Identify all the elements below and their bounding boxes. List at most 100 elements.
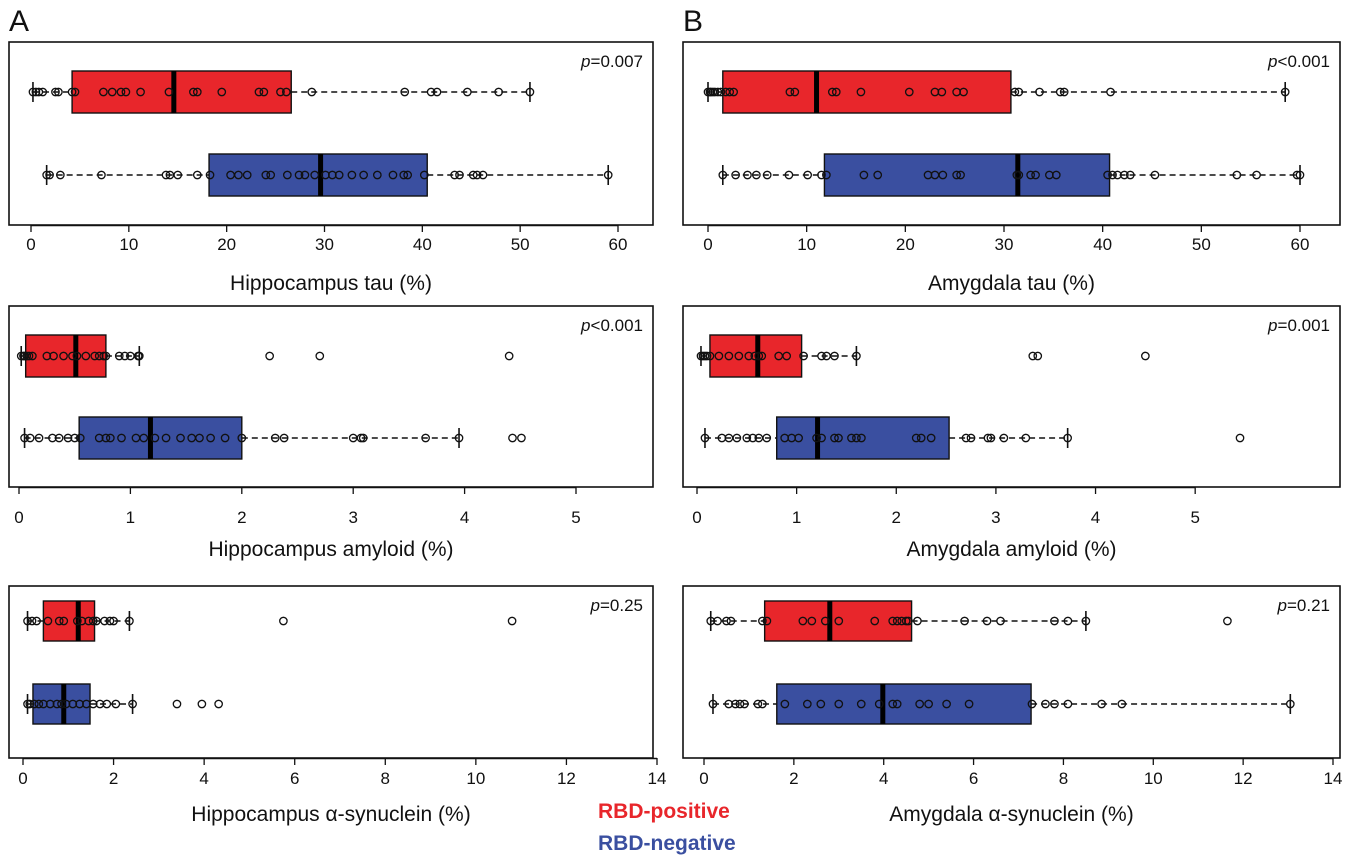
data-point (1223, 616, 1232, 626)
data-point (421, 433, 430, 443)
series-rbd-positive (706, 600, 1232, 642)
x-tick-label: 10 (797, 235, 816, 254)
x-tick-label: 10 (1144, 769, 1163, 788)
data-point (1285, 699, 1295, 709)
data-point (42, 351, 52, 361)
x-tick-label: 50 (511, 235, 530, 254)
data-point (23, 616, 32, 626)
x-tick-label: 4 (199, 769, 208, 788)
data-point (743, 170, 752, 180)
data-point (25, 699, 35, 709)
data-point (725, 87, 735, 97)
data-point (265, 351, 274, 361)
data-point (913, 616, 922, 626)
data-point (983, 433, 993, 443)
data-point (757, 351, 767, 361)
data-point (173, 170, 183, 180)
data-point (217, 87, 227, 97)
data-point (294, 170, 304, 180)
data-point (1014, 87, 1024, 97)
data-point (996, 616, 1005, 626)
data-point (462, 87, 472, 97)
data-point (1295, 170, 1305, 180)
data-point (731, 170, 740, 180)
data-point (88, 616, 98, 626)
data-point (740, 699, 749, 709)
data-point (54, 433, 64, 443)
data-point (857, 433, 866, 443)
data-point (888, 699, 898, 709)
data-point (758, 699, 767, 709)
data-point (942, 699, 951, 709)
data-point (259, 87, 269, 97)
data-point (1063, 699, 1073, 709)
plot-frame (8, 41, 654, 226)
x-tick-label: 10 (119, 235, 138, 254)
data-point (192, 87, 202, 97)
data-point (242, 170, 252, 180)
box-rbd-negative (776, 683, 1032, 725)
plot-frame (8, 585, 654, 759)
data-point (59, 351, 68, 361)
data-point (121, 87, 131, 97)
x-tick-label: 0 (14, 508, 23, 527)
data-point (101, 351, 111, 361)
data-point (34, 87, 44, 97)
p-value-label: p=0.001 (1267, 316, 1330, 335)
x-tick-label: 0 (692, 508, 701, 527)
data-point (508, 433, 517, 443)
data-point (798, 616, 808, 626)
data-point (961, 433, 971, 443)
data-point (205, 170, 215, 180)
box-rbd-negative (823, 153, 1111, 197)
chart-a-2: 0 2 4 6 8 10 12 14 Hippocampus α-synuclein (%) p=… (8, 585, 666, 826)
data-point (734, 351, 744, 361)
data-point (724, 699, 734, 709)
p-value-label: p=0.007 (580, 52, 643, 71)
data-point (105, 433, 115, 443)
x-tick-label: 20 (896, 235, 915, 254)
data-point (852, 351, 861, 361)
data-point (109, 616, 118, 626)
p-symbol: p (580, 52, 590, 71)
data-point (937, 87, 947, 97)
data-point (70, 433, 80, 443)
data-point (164, 87, 174, 97)
data-point (307, 87, 317, 97)
data-point (220, 433, 230, 443)
x-tick-label: 0 (18, 769, 27, 788)
data-point (192, 170, 202, 180)
data-point (892, 616, 902, 626)
data-point (817, 433, 826, 443)
data-point (1021, 433, 1031, 443)
data-point (279, 616, 288, 626)
series-rbd-negative (23, 683, 223, 725)
x-tick-label: 10 (466, 769, 485, 788)
data-point (507, 616, 517, 626)
data-point (101, 433, 111, 443)
x-tick-label: 6 (290, 769, 299, 788)
data-point (729, 87, 739, 97)
data-point (432, 87, 442, 97)
data-point (754, 351, 764, 361)
data-point (1292, 170, 1302, 180)
data-point (468, 170, 478, 180)
x-tick-label: 3 (348, 508, 357, 527)
data-point (27, 616, 37, 626)
data-point (99, 87, 108, 97)
plot-frame (682, 305, 1341, 488)
data-point (807, 616, 817, 626)
data-point (24, 351, 34, 361)
data-point (816, 699, 826, 709)
data-point (1141, 351, 1150, 361)
data-point (399, 170, 409, 180)
p-value-label: p=0.25 (590, 596, 643, 615)
data-point (81, 351, 91, 361)
panel-label-b: B (683, 5, 703, 38)
x-tick-label: 3 (991, 508, 1000, 527)
p-symbol: p (1277, 596, 1287, 615)
data-point (700, 433, 710, 443)
data-point (261, 170, 271, 180)
p-value: =0.007 (591, 52, 643, 71)
